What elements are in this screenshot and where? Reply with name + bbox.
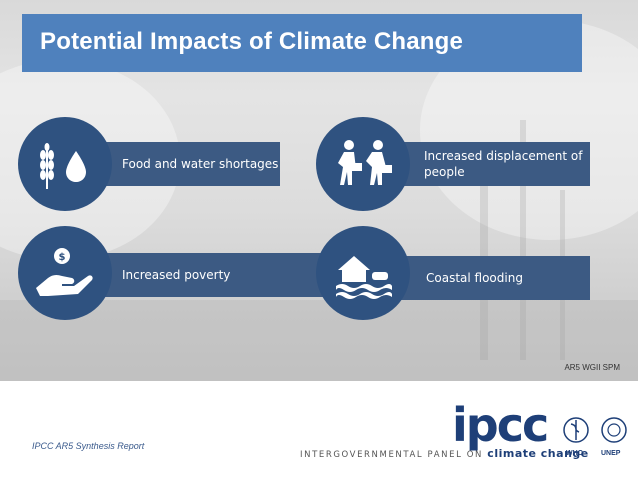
impact-circle-coastal-flooding [316, 226, 410, 320]
report-name: IPCC AR5 Synthesis Report [32, 441, 145, 451]
who-label: WHO [566, 450, 584, 457]
citation: AR5 WGII SPM [564, 363, 620, 372]
impact-label: Coastal flooding [426, 271, 523, 285]
who-logo-icon [563, 417, 589, 443]
title-bar: Potential Impacts of Climate Change [22, 14, 582, 72]
unep-label: UNEP [601, 450, 621, 457]
impact-label: Increased displacement of people [424, 149, 583, 179]
ipcc-logo: ipcc [452, 398, 549, 452]
hand-coin-icon: $ [36, 248, 93, 296]
wheat-drop-icon [40, 143, 86, 189]
impact-label: Increased poverty [122, 268, 231, 282]
impact-circle-displacement [316, 117, 410, 211]
panel-name-accent: climate change [487, 447, 589, 460]
people-moving-icon [338, 140, 392, 185]
impact-circle-poverty: $ [18, 226, 112, 320]
impact-label: Food and water shortages [122, 157, 279, 171]
panel-name-text: INTERGOVERNMENTAL PANEL ON [300, 450, 483, 460]
unep-logo-icon [601, 417, 627, 443]
panel-name: INTERGOVERNMENTAL PANEL ON climate chang… [300, 447, 589, 460]
svg-text:$: $ [59, 252, 66, 263]
flooded-house-icon [336, 256, 392, 299]
impact-circle-food-water [18, 117, 112, 211]
slide-title: Potential Impacts of Climate Change [40, 28, 464, 55]
